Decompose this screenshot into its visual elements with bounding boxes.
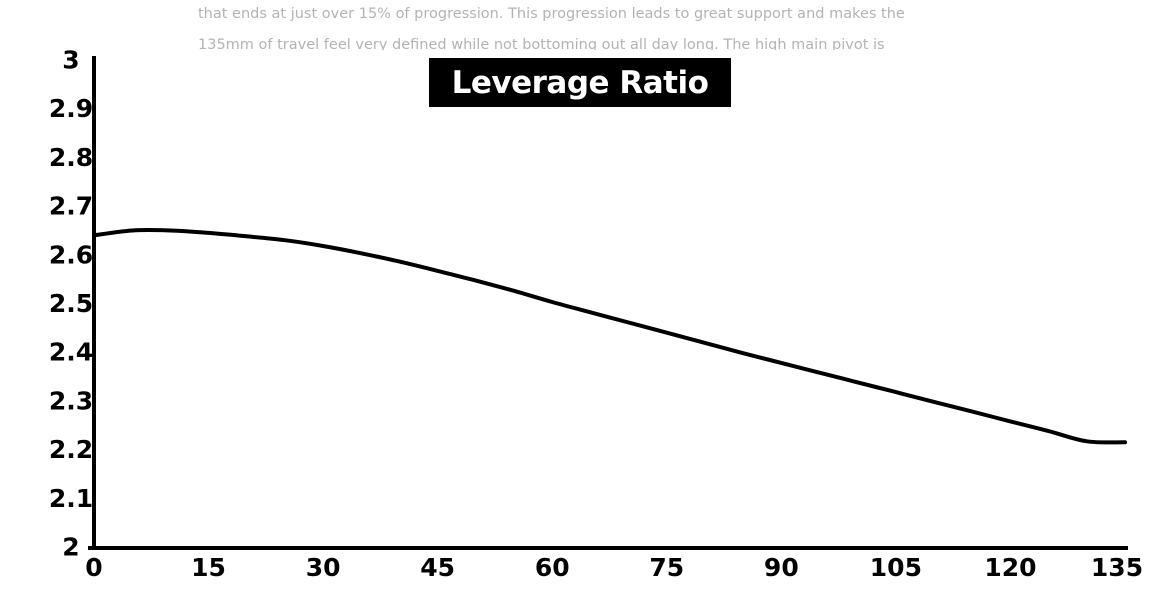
x-tick-label: 30 bbox=[306, 553, 341, 582]
x-tick-label: 105 bbox=[870, 553, 922, 582]
chart-title: Leverage Ratio bbox=[429, 58, 731, 107]
y-tick-label: 2.1 bbox=[49, 484, 93, 513]
x-tick-label: 15 bbox=[191, 553, 226, 582]
x-tick-label: 45 bbox=[420, 553, 455, 582]
y-tick-label: 2.6 bbox=[49, 240, 93, 269]
y-tick-label: 2.2 bbox=[49, 435, 93, 464]
x-tick-label: 120 bbox=[984, 553, 1036, 582]
background-text-line-1: that ends at just over 15% of progressio… bbox=[198, 6, 905, 22]
x-tick-label: 135 bbox=[1091, 553, 1143, 582]
y-tick-label: 2.3 bbox=[49, 386, 93, 415]
x-tick-label: 60 bbox=[535, 553, 570, 582]
y-tick-label: 2.7 bbox=[49, 192, 93, 221]
x-tick-label: 0 bbox=[85, 553, 102, 582]
x-tick-label: 90 bbox=[764, 553, 799, 582]
background-text-line-2: 135mm of travel feel very defined while … bbox=[198, 37, 885, 50]
y-tick-label: 2.9 bbox=[49, 94, 93, 123]
x-tick-label: 75 bbox=[649, 553, 684, 582]
y-tick-label: 2.8 bbox=[49, 143, 93, 172]
y-tick-label: 2.5 bbox=[49, 289, 93, 318]
y-tick-label: 2 bbox=[62, 533, 79, 562]
leverage-ratio-line bbox=[92, 227, 1127, 445]
y-tick-label: 3 bbox=[62, 46, 79, 75]
y-tick-label: 2.4 bbox=[49, 338, 93, 367]
